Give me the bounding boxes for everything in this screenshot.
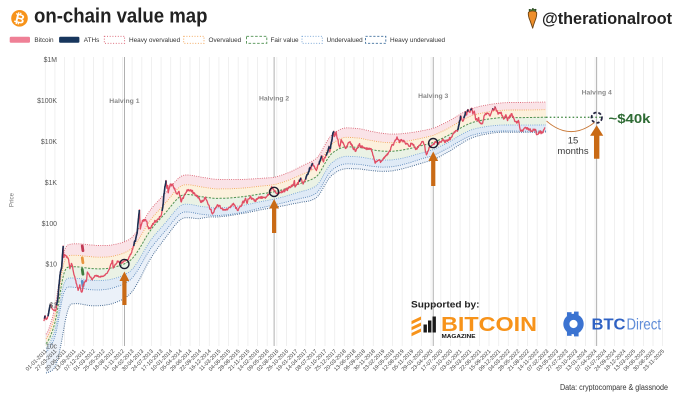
svg-text:Direct: Direct: [627, 317, 662, 334]
svg-text:Overvalued: Overvalued: [209, 37, 242, 44]
svg-text:Heavy undervalued: Heavy undervalued: [390, 37, 446, 44]
svg-text:Bitcoin: Bitcoin: [34, 37, 54, 44]
svg-text:10c: 10c: [46, 344, 58, 351]
svg-text:MAGAZINE: MAGAZINE: [442, 334, 476, 340]
svg-text:$1K: $1K: [45, 180, 58, 187]
svg-text:BTC: BTC: [592, 317, 626, 334]
svg-text:Supported by:: Supported by:: [411, 300, 480, 310]
svg-text:BITCOIN: BITCOIN: [441, 313, 537, 336]
svg-text:$1M: $1M: [44, 57, 58, 64]
svg-text:$100: $100: [42, 221, 57, 228]
svg-text:@therationalroot: @therationalroot: [542, 9, 672, 28]
svg-text:$1: $1: [49, 303, 57, 310]
svg-text:months: months: [557, 146, 588, 157]
svg-text:Data: cryptocompare & glassnod: Data: cryptocompare & glassnode: [560, 383, 668, 392]
svg-text:~$40k: ~$40k: [609, 111, 652, 126]
svg-text:ATHs: ATHs: [84, 37, 100, 44]
svg-text:Heavy overvalued: Heavy overvalued: [129, 37, 181, 44]
svg-text:$10K: $10K: [41, 139, 57, 146]
svg-text:$100K: $100K: [37, 98, 57, 105]
svg-text:Price: Price: [9, 192, 16, 207]
svg-text:Halving 3: Halving 3: [418, 93, 448, 100]
svg-text:₿: ₿: [13, 10, 27, 27]
svg-text:on-chain value map: on-chain value map: [34, 6, 208, 28]
svg-text:$10: $10: [46, 262, 58, 269]
svg-text:Fair value: Fair value: [271, 37, 300, 44]
svg-text:Halving 2: Halving 2: [259, 96, 289, 103]
svg-text:15: 15: [568, 136, 579, 147]
svg-text:Undervalued: Undervalued: [327, 37, 364, 44]
svg-text:Halving 1: Halving 1: [109, 98, 139, 105]
svg-text:Halving 4: Halving 4: [582, 89, 612, 96]
